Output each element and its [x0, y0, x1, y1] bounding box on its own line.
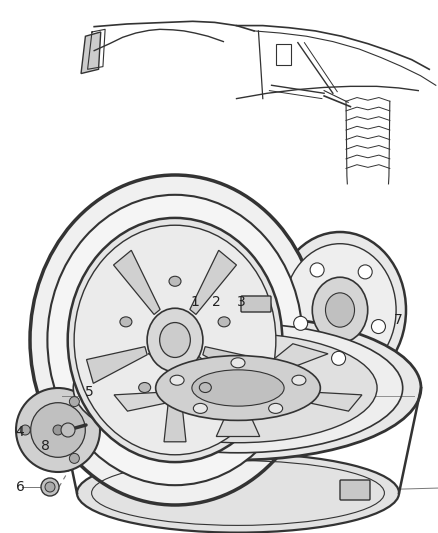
Ellipse shape	[55, 316, 421, 460]
Circle shape	[41, 478, 59, 496]
Polygon shape	[87, 346, 147, 383]
Circle shape	[310, 263, 324, 277]
Ellipse shape	[30, 175, 320, 505]
Polygon shape	[81, 32, 101, 74]
Ellipse shape	[31, 403, 85, 457]
Ellipse shape	[16, 388, 100, 472]
Text: 4: 4	[16, 425, 25, 439]
FancyBboxPatch shape	[241, 296, 271, 312]
Text: 6: 6	[16, 480, 25, 494]
Circle shape	[20, 425, 30, 435]
Ellipse shape	[274, 232, 406, 388]
Polygon shape	[216, 405, 260, 437]
Circle shape	[53, 425, 63, 435]
Ellipse shape	[199, 383, 212, 392]
Ellipse shape	[218, 317, 230, 327]
Polygon shape	[113, 251, 160, 314]
Ellipse shape	[155, 356, 320, 421]
Text: 3: 3	[237, 295, 245, 309]
Ellipse shape	[160, 322, 191, 358]
Ellipse shape	[268, 403, 283, 414]
Text: 2: 2	[212, 295, 220, 309]
Circle shape	[45, 482, 55, 492]
Ellipse shape	[68, 218, 283, 462]
Ellipse shape	[169, 276, 181, 286]
Ellipse shape	[77, 454, 399, 532]
Ellipse shape	[312, 277, 368, 343]
Polygon shape	[257, 344, 328, 376]
Text: 7: 7	[394, 313, 403, 327]
Circle shape	[61, 423, 75, 437]
Text: 8: 8	[41, 439, 49, 453]
Polygon shape	[164, 375, 186, 442]
Polygon shape	[190, 251, 237, 314]
Ellipse shape	[292, 375, 306, 385]
Ellipse shape	[170, 375, 184, 385]
Ellipse shape	[99, 333, 377, 443]
Text: 1: 1	[191, 295, 199, 309]
Bar	[276, 44, 291, 65]
Ellipse shape	[284, 244, 396, 376]
Ellipse shape	[139, 383, 151, 392]
Circle shape	[358, 265, 372, 279]
Text: 5: 5	[85, 385, 93, 399]
Ellipse shape	[192, 370, 284, 406]
Ellipse shape	[193, 403, 207, 414]
Polygon shape	[148, 344, 219, 376]
Circle shape	[69, 454, 79, 463]
Ellipse shape	[47, 195, 303, 485]
Circle shape	[69, 397, 79, 407]
Circle shape	[371, 320, 385, 334]
Ellipse shape	[73, 323, 403, 453]
Ellipse shape	[120, 317, 132, 327]
Ellipse shape	[325, 293, 354, 327]
Polygon shape	[276, 390, 362, 411]
Circle shape	[293, 316, 307, 330]
Polygon shape	[114, 390, 200, 411]
Circle shape	[332, 351, 346, 365]
Polygon shape	[203, 346, 264, 383]
Ellipse shape	[147, 308, 203, 372]
Ellipse shape	[231, 358, 245, 368]
Ellipse shape	[74, 225, 276, 455]
FancyBboxPatch shape	[340, 480, 370, 500]
